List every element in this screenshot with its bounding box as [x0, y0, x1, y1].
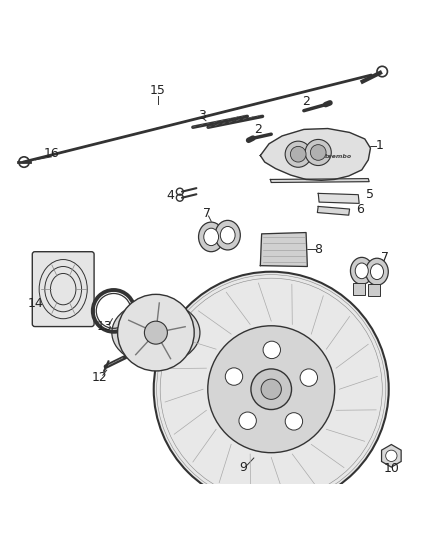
- Text: 7: 7: [203, 207, 211, 220]
- Ellipse shape: [220, 227, 235, 244]
- Text: 9: 9: [239, 461, 247, 474]
- Text: 12: 12: [92, 372, 107, 384]
- Text: 2: 2: [302, 95, 310, 108]
- Circle shape: [117, 294, 194, 371]
- Ellipse shape: [204, 228, 219, 246]
- Circle shape: [145, 321, 167, 344]
- Circle shape: [305, 140, 331, 166]
- Text: 15: 15: [150, 84, 166, 96]
- Text: 16: 16: [43, 147, 59, 160]
- Text: 3: 3: [198, 109, 205, 122]
- Circle shape: [261, 379, 281, 399]
- Circle shape: [208, 326, 335, 453]
- Circle shape: [225, 368, 243, 385]
- Circle shape: [300, 369, 318, 386]
- Bar: [353, 284, 365, 295]
- Text: 8: 8: [314, 243, 322, 256]
- Text: 4: 4: [166, 189, 174, 202]
- Ellipse shape: [112, 301, 200, 364]
- Circle shape: [290, 147, 306, 162]
- Circle shape: [239, 412, 256, 430]
- Ellipse shape: [350, 257, 373, 284]
- Text: 5: 5: [367, 188, 374, 201]
- Circle shape: [154, 272, 389, 507]
- Circle shape: [311, 144, 326, 160]
- Polygon shape: [318, 193, 359, 204]
- Text: brembo: brembo: [325, 154, 352, 159]
- FancyBboxPatch shape: [32, 252, 94, 327]
- Text: 6: 6: [357, 203, 364, 215]
- Ellipse shape: [215, 220, 240, 250]
- Circle shape: [251, 369, 292, 409]
- Bar: [368, 284, 380, 296]
- Text: 10: 10: [383, 462, 399, 475]
- Circle shape: [263, 341, 280, 359]
- Text: 2: 2: [254, 123, 262, 136]
- Text: 14: 14: [28, 297, 43, 310]
- Ellipse shape: [198, 222, 224, 252]
- Polygon shape: [270, 179, 369, 182]
- Polygon shape: [260, 232, 307, 266]
- Polygon shape: [260, 128, 371, 180]
- Ellipse shape: [371, 264, 384, 279]
- Ellipse shape: [366, 258, 389, 285]
- Circle shape: [386, 450, 397, 462]
- Text: 11: 11: [170, 343, 186, 356]
- Text: 13: 13: [97, 320, 113, 333]
- Circle shape: [285, 413, 303, 430]
- Circle shape: [285, 141, 311, 167]
- Text: 7: 7: [381, 251, 389, 264]
- Text: 1: 1: [375, 139, 383, 152]
- Ellipse shape: [355, 263, 368, 279]
- Polygon shape: [318, 206, 350, 215]
